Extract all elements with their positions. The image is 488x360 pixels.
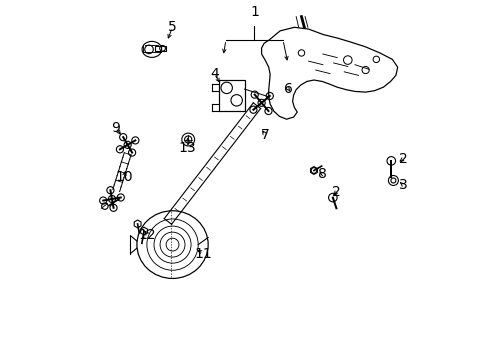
Text: 7: 7 <box>260 128 269 142</box>
Text: 1: 1 <box>249 5 258 19</box>
Text: 2: 2 <box>398 152 407 166</box>
Text: 2: 2 <box>331 185 340 199</box>
Text: 6: 6 <box>283 82 292 95</box>
Text: 12: 12 <box>139 228 156 242</box>
Text: 9: 9 <box>111 121 120 135</box>
Text: 4: 4 <box>209 67 218 81</box>
Text: 8: 8 <box>318 167 326 181</box>
Circle shape <box>258 99 264 107</box>
Text: 5: 5 <box>168 20 177 34</box>
Circle shape <box>124 141 131 148</box>
Text: 13: 13 <box>178 141 196 155</box>
Text: 10: 10 <box>115 170 133 184</box>
Text: 3: 3 <box>398 178 407 192</box>
Circle shape <box>108 195 115 203</box>
Text: 11: 11 <box>194 247 212 261</box>
